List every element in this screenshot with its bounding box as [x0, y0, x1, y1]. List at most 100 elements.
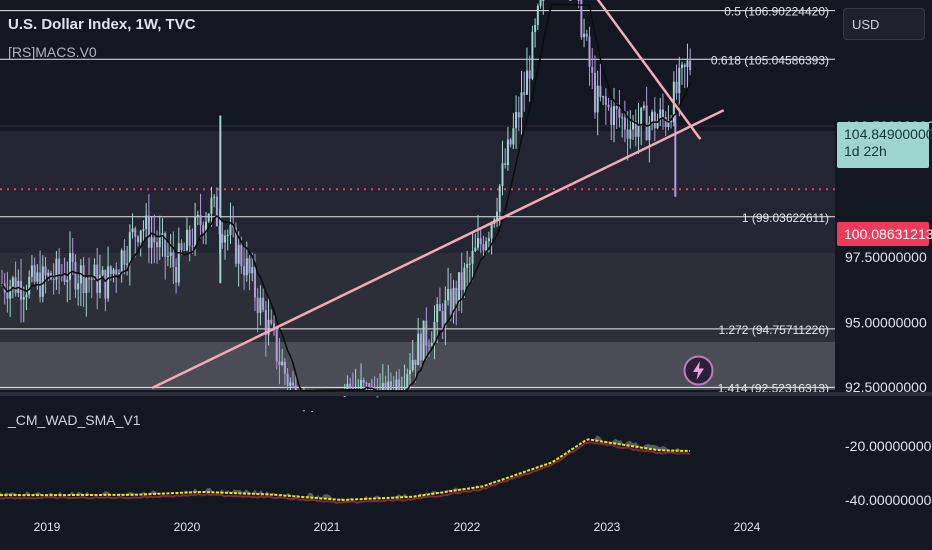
candle-body	[150, 237, 153, 248]
candle-body	[368, 383, 371, 390]
candle-body	[63, 275, 66, 282]
candle-body	[259, 297, 262, 313]
candle-body	[425, 320, 428, 346]
candle-body	[389, 381, 392, 390]
indicator-label-wad[interactable]: _CM_WAD_SMA_V1	[8, 412, 141, 428]
candle-body	[112, 269, 115, 275]
candle-body	[131, 228, 134, 233]
candle-body	[629, 129, 632, 139]
candle-body	[177, 243, 180, 283]
candle-body	[409, 370, 411, 375]
candle-body	[659, 109, 662, 121]
candle-body	[82, 265, 85, 294]
candle-body	[591, 66, 594, 73]
candle-body	[542, 0, 545, 1]
candle-body	[93, 264, 96, 280]
candle-body	[604, 96, 607, 105]
candle-body	[90, 278, 93, 280]
candle-body	[158, 237, 161, 248]
candle-body	[286, 373, 289, 386]
candle-body	[395, 379, 398, 390]
candle-body	[191, 245, 194, 247]
candle-body	[33, 265, 36, 282]
candle-body	[188, 229, 191, 246]
candle-body	[681, 64, 683, 69]
candle-body	[613, 106, 615, 125]
candle-body	[256, 297, 259, 313]
candle-body	[534, 24, 537, 32]
wad-area	[0, 435, 690, 500]
candle-body	[463, 267, 466, 290]
candle-body	[615, 106, 618, 109]
candle-body	[248, 258, 251, 274]
candle-body	[207, 213, 210, 222]
candle-body	[411, 359, 414, 371]
candle-body	[504, 163, 507, 166]
candle-body	[417, 333, 420, 365]
candle-body	[376, 396, 379, 398]
candle-body	[623, 117, 626, 130]
candle-body	[311, 411, 314, 413]
currency-button[interactable]: USD	[843, 8, 925, 40]
candle-body	[210, 197, 213, 214]
fib-level-label: 1.272 (94.75711226)	[718, 323, 829, 337]
candle-body	[71, 253, 74, 262]
candle-body	[471, 251, 474, 264]
trendline[interactable]	[514, 0, 702, 140]
fib-level-label: 1 (99.03622611)	[742, 211, 829, 225]
candle-body	[240, 245, 243, 267]
x-axis-tick-label: 2023	[594, 520, 621, 534]
candle-body	[602, 96, 605, 98]
trendline[interactable]	[151, 109, 725, 390]
flash-icon[interactable]	[683, 355, 714, 386]
candle-body	[283, 361, 286, 374]
candle-body	[128, 232, 131, 264]
candle-body	[642, 105, 645, 108]
candle-body	[281, 361, 284, 365]
candle-body	[569, 0, 572, 1]
candle-body	[44, 266, 47, 276]
candle-body	[169, 252, 172, 257]
candle-body	[485, 241, 488, 251]
candle-body	[66, 279, 69, 282]
candle-body	[196, 214, 199, 217]
candle-body	[139, 230, 142, 243]
candle-body	[360, 379, 363, 390]
indicator-label-macs[interactable]: [RS]MACS.V0	[8, 44, 97, 60]
candle-body	[109, 266, 112, 275]
candle-body	[577, 0, 580, 1]
candle-body	[428, 345, 431, 347]
candle-body	[278, 361, 281, 365]
candle-body	[58, 258, 61, 275]
candle-body	[419, 333, 422, 361]
candle-body	[185, 229, 188, 251]
candle-body	[175, 267, 178, 283]
candle-body	[145, 215, 148, 230]
candle-body	[74, 261, 77, 290]
last-price-value: 104.84900000	[844, 126, 932, 142]
candle-body	[77, 283, 80, 290]
candle-body	[264, 310, 267, 335]
candle-body	[664, 117, 667, 128]
candle-body	[675, 81, 678, 94]
candle-body	[52, 279, 55, 281]
candle-body	[670, 120, 673, 123]
candle-body	[523, 92, 526, 95]
wad-sma-line	[0, 438, 690, 502]
candle-body	[213, 196, 216, 198]
candle-body	[351, 386, 354, 390]
candle-body	[444, 300, 447, 327]
candle-body	[460, 272, 463, 290]
candle-body	[164, 233, 167, 257]
candle-body	[596, 85, 599, 113]
candle-body	[449, 288, 452, 315]
candle-body	[536, 5, 539, 25]
candle-body	[88, 278, 91, 280]
x-axis-tick-label: 2019	[34, 520, 61, 534]
fib-zone-mid	[0, 253, 835, 342]
candle-body	[202, 225, 205, 233]
candle-body	[289, 382, 292, 386]
y-axis-tick-label: 92.50000000	[845, 379, 927, 395]
dotted-level-badge: 100.08631213	[837, 222, 932, 246]
